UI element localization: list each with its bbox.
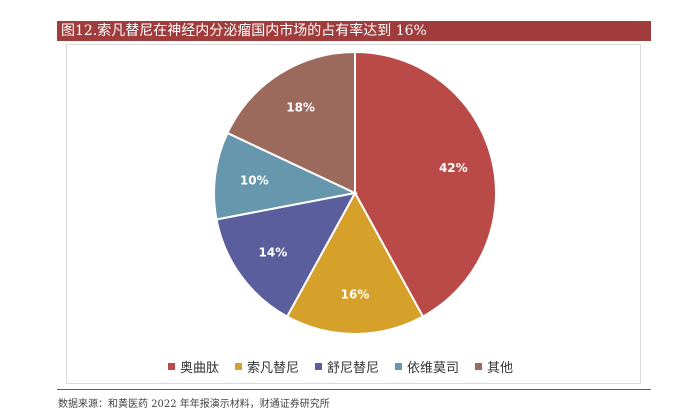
legend-item-1: 索凡替尼: [234, 357, 299, 376]
legend-item-4: 其他: [475, 357, 513, 376]
legend-label-2: 舒尼替尼: [326, 361, 379, 376]
legend-label-1: 索凡替尼: [246, 361, 299, 376]
legend-swatch-4: [475, 363, 483, 370]
legend-swatch-0: [167, 363, 175, 370]
pie-slice-label-3: 10%: [240, 173, 269, 187]
chart-legend: 奥曲肽 索凡替尼 舒尼替尼 依维莫司 其他: [0, 357, 681, 376]
legend-label-4: 其他: [487, 361, 514, 376]
pie-slice-label-4: 18%: [286, 100, 315, 114]
pie-slice-label-1: 16%: [341, 288, 370, 302]
legend-item-2: 舒尼替尼: [314, 357, 379, 376]
pie-slice-4: [226, 50, 356, 195]
legend-label-0: 奥曲肽: [179, 361, 219, 376]
legend-swatch-1: [234, 363, 242, 370]
legend-swatch-2: [314, 363, 322, 370]
pie-slice-label-0: 42%: [439, 161, 468, 175]
chart-title: 图12.索凡替尼在神经内分泌瘤国内市场的占有率达到 16%: [57, 21, 651, 41]
legend-swatch-3: [395, 363, 402, 370]
pie-slice-2: [215, 191, 357, 318]
pie-slice-3: [213, 131, 359, 221]
footer-rule: [57, 389, 651, 390]
pie-slice-0: [354, 50, 497, 318]
pie-slice-label-2: 14%: [259, 246, 288, 260]
legend-item-3: 依维莫司: [395, 357, 459, 376]
legend-item-0: 奥曲肽: [167, 357, 219, 376]
source-note: 数据来源：和黄医药 2022 年年报演示材料，财通证券研究所: [58, 399, 330, 410]
legend-label-3: 依维莫司: [407, 361, 460, 376]
pie-slice-1: [285, 190, 425, 335]
